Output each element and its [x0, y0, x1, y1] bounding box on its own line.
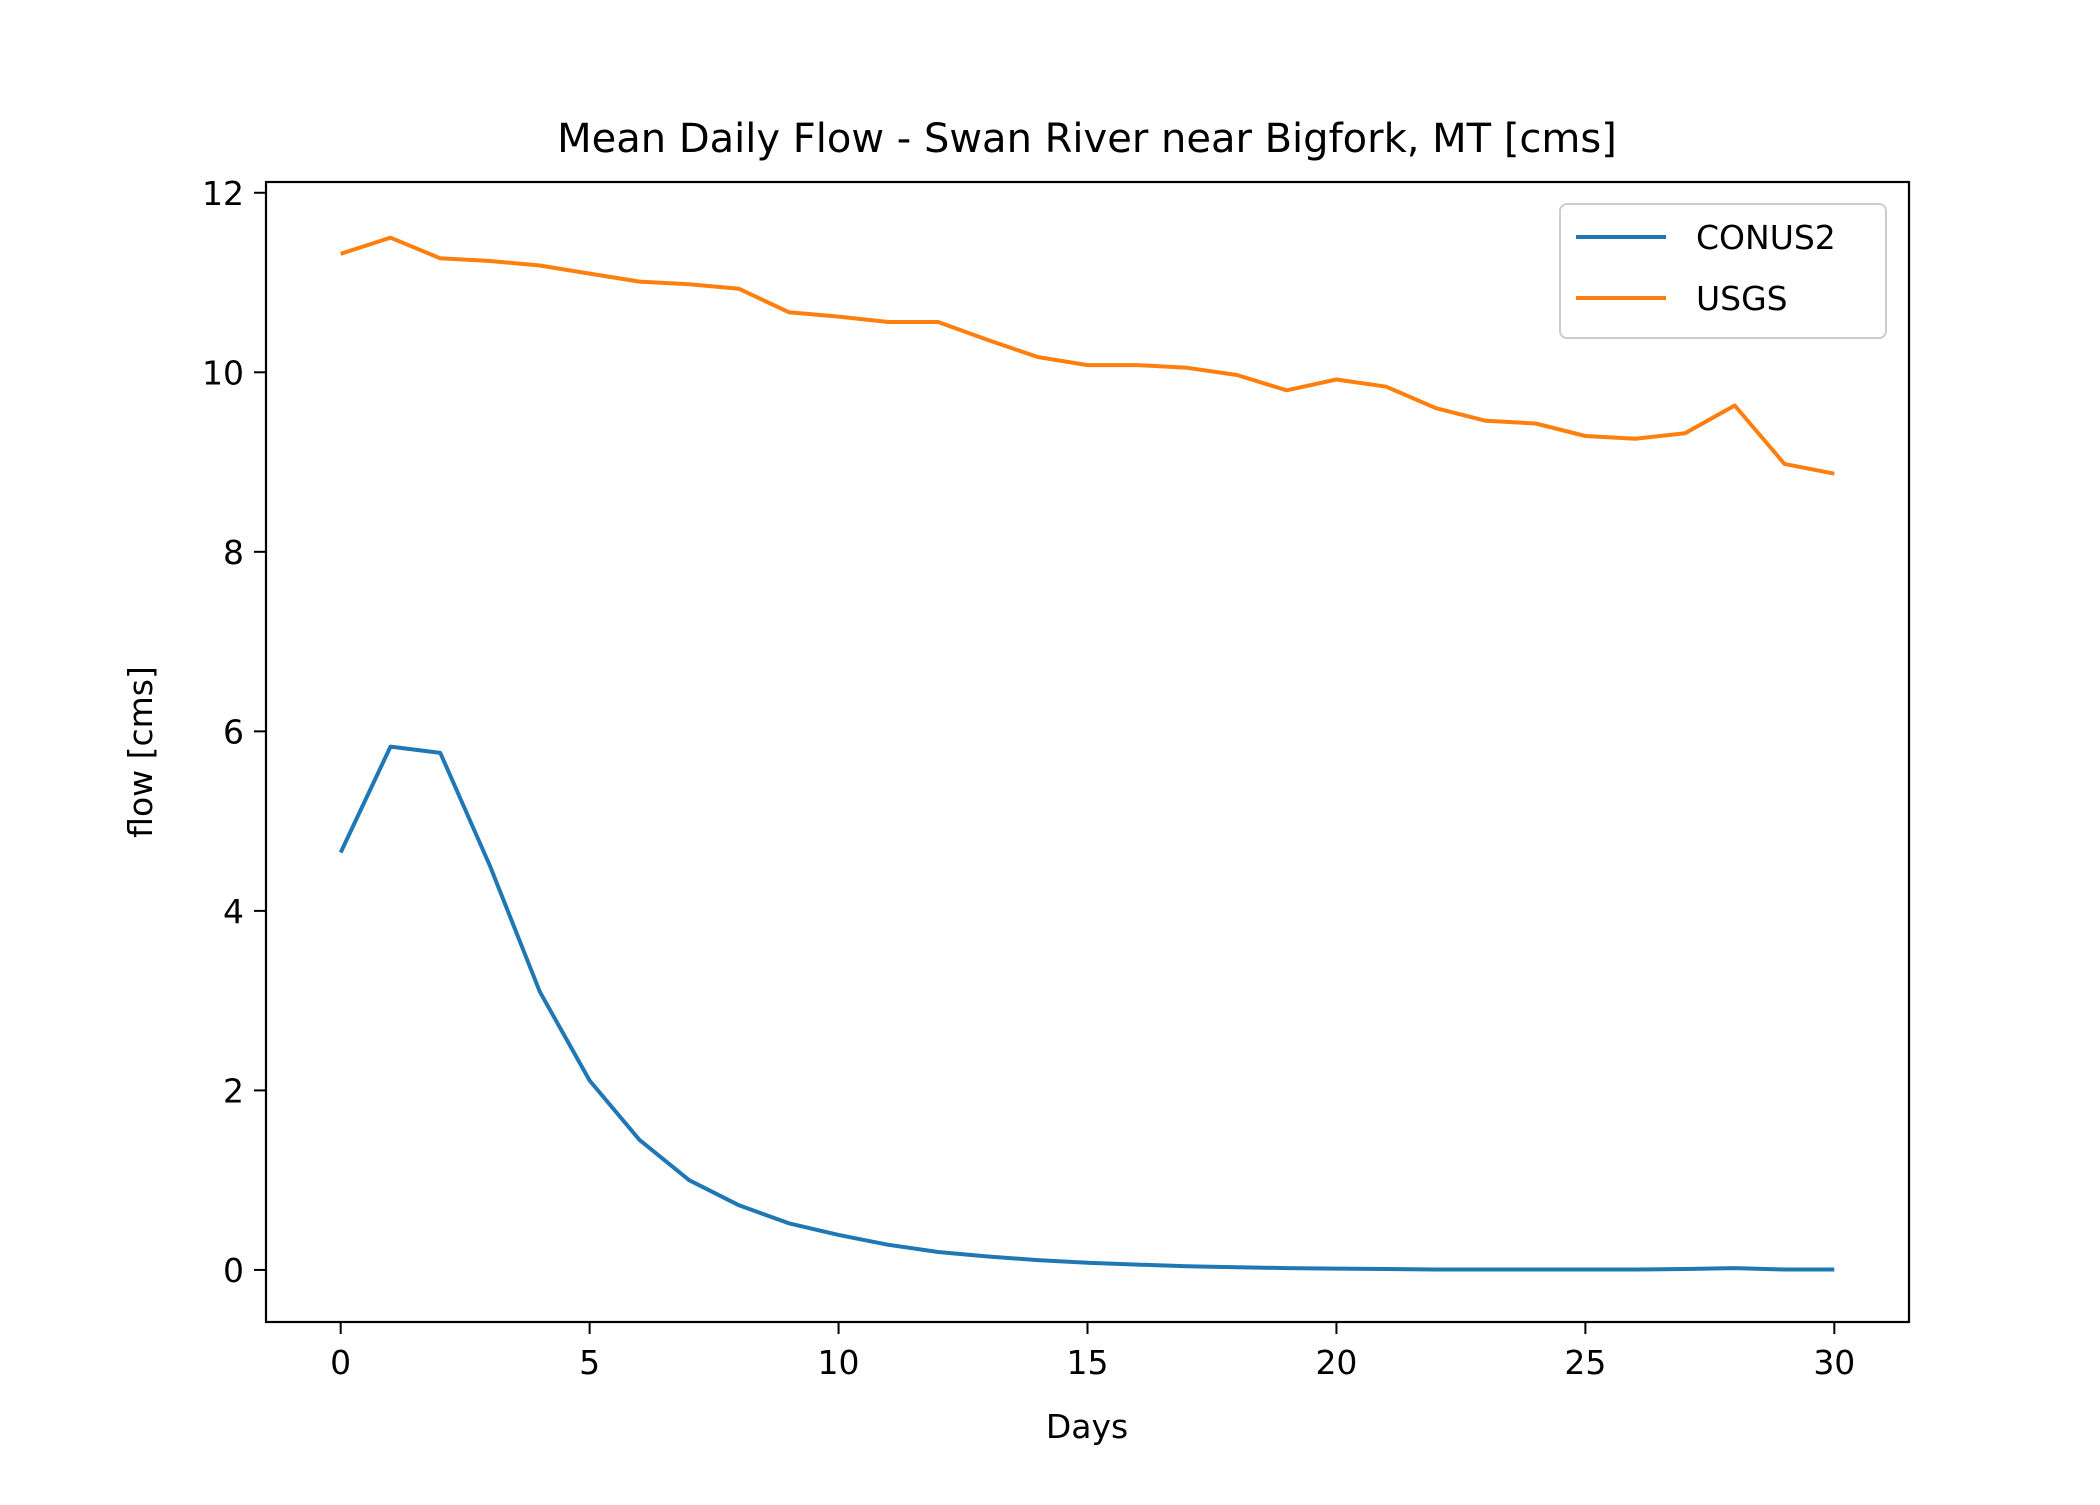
- y-tick-label: 4: [223, 892, 244, 931]
- x-tick-label: 30: [1813, 1343, 1855, 1382]
- legend: CONUS2 USGS: [1559, 203, 1887, 339]
- y-tick-label: 10: [202, 353, 244, 392]
- x-axis-ticks: 0 5 10 15 20 25 30: [330, 1322, 1855, 1382]
- x-tick-label: 15: [1067, 1343, 1109, 1382]
- legend-label-conus2: CONUS2: [1696, 218, 1836, 257]
- y-tick-label: 2: [223, 1071, 244, 1110]
- x-axis-label: Days: [1046, 1407, 1128, 1446]
- legend-label-usgs: USGS: [1696, 279, 1788, 318]
- series-layer: [338, 235, 1835, 1272]
- series-line-usgs: [340, 235, 1835, 476]
- x-tick-label: 20: [1315, 1343, 1357, 1382]
- y-axis-ticks: 0 2 4 6 8 10 12: [202, 174, 266, 1290]
- y-tick-label: 6: [223, 712, 244, 751]
- chart-title: Mean Daily Flow - Swan River near Bigfor…: [557, 116, 1617, 162]
- y-tick-label: 8: [223, 533, 244, 572]
- x-tick-label: 25: [1564, 1343, 1606, 1382]
- y-axis-label: flow [cms]: [121, 666, 160, 838]
- series-line-conus2: [338, 744, 1835, 1272]
- y-tick-label: 0: [223, 1251, 244, 1290]
- x-tick-label: 5: [579, 1343, 600, 1382]
- x-tick-label: 10: [818, 1343, 860, 1382]
- x-tick-label: 0: [330, 1343, 351, 1382]
- y-tick-label: 12: [202, 174, 244, 213]
